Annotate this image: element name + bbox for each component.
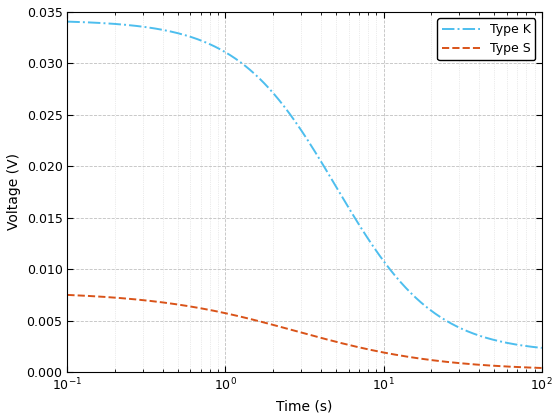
Type S: [273, 323, 279, 328]
Type S: [442, 359, 449, 364]
X-axis label: Time (s): Time (s): [277, 399, 333, 413]
Line: Type K: Type K: [67, 21, 542, 348]
Type K: [442, 318, 449, 323]
Type S: [64, 292, 71, 297]
Y-axis label: Voltage (V): Voltage (V): [7, 153, 21, 231]
Type S: [113, 295, 119, 300]
Type K: [256, 76, 263, 81]
Type S: [434, 358, 441, 363]
Type K: [113, 21, 119, 26]
Type K: [434, 312, 441, 318]
Type K: [390, 271, 396, 276]
Type K: [273, 94, 279, 99]
Legend: Type K, Type S: Type K, Type S: [437, 18, 535, 60]
Type K: [538, 345, 545, 350]
Type S: [538, 365, 545, 370]
Line: Type S: Type S: [67, 295, 542, 368]
Type S: [390, 352, 396, 357]
Type K: [64, 19, 71, 24]
Type S: [256, 319, 263, 324]
